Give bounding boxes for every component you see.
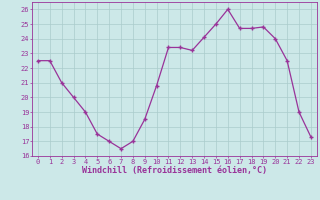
X-axis label: Windchill (Refroidissement éolien,°C): Windchill (Refroidissement éolien,°C) [82,166,267,175]
